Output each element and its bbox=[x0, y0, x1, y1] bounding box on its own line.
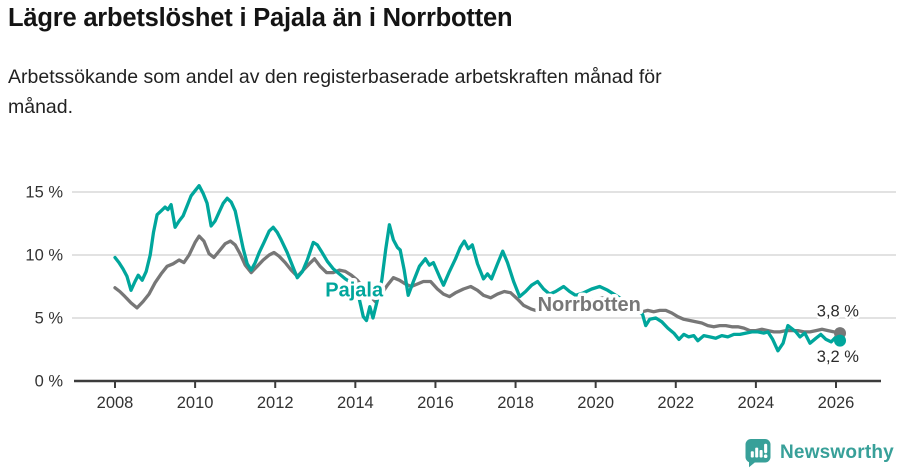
y-tick-label-15: 15 % bbox=[25, 184, 63, 202]
x-tick-label-2012: 2012 bbox=[257, 394, 294, 412]
x-tick-label-2014: 2014 bbox=[337, 394, 374, 412]
newsworthy-logo: Newsworthy bbox=[744, 438, 894, 468]
y-tick-label-0: 0 % bbox=[35, 373, 64, 391]
chart-subtitle: Arbetssökande som andel av den registerb… bbox=[8, 62, 662, 122]
line-chart: 2008 2010 2012 2014 2016 2018 2020 2022 2024 2026… bbox=[0, 150, 900, 430]
exclamation-icon bbox=[764, 443, 768, 454]
norrbotten-end-value: 3,8 % bbox=[817, 303, 860, 321]
pajala-end-dot bbox=[834, 334, 847, 347]
chart-svg: 2008 2010 2012 2014 2016 2018 2020 2022 2024 2026… bbox=[25, 184, 896, 412]
bar-icon-medium bbox=[759, 450, 763, 458]
newsworthy-logo-icon bbox=[745, 439, 771, 468]
norrbotten-line bbox=[113, 234, 842, 335]
norrbotten-series-label: Norrbotten bbox=[538, 294, 641, 316]
pajala-line bbox=[113, 184, 842, 353]
subtitle-line-1: Arbetssökande som andel av den registerb… bbox=[8, 66, 662, 88]
y-tick-label-5: 5 % bbox=[35, 310, 64, 328]
x-tick-label-2022: 2022 bbox=[657, 394, 694, 412]
subtitle-line-2: månad. bbox=[8, 96, 74, 118]
bar-icon-small bbox=[750, 451, 754, 458]
pajala-end-value: 3,2 % bbox=[817, 348, 860, 366]
x-tick-label-2018: 2018 bbox=[497, 394, 534, 412]
x-tick-label-2026: 2026 bbox=[818, 394, 855, 412]
bar-icon-tall bbox=[755, 447, 759, 458]
x-tick-label-2020: 2020 bbox=[577, 394, 614, 412]
x-tick-label-2016: 2016 bbox=[417, 394, 454, 412]
y-tick-label-10: 10 % bbox=[25, 247, 63, 265]
page-title: Lägre arbetslöshet i Pajala än i Norrbot… bbox=[8, 4, 513, 32]
x-tick-label-2024: 2024 bbox=[738, 394, 775, 412]
x-tick-label-2008: 2008 bbox=[97, 394, 134, 412]
x-tick-label-2010: 2010 bbox=[177, 394, 214, 412]
newsworthy-logo-text: Newsworthy bbox=[780, 442, 894, 463]
pajala-series-label: Pajala bbox=[325, 280, 384, 302]
